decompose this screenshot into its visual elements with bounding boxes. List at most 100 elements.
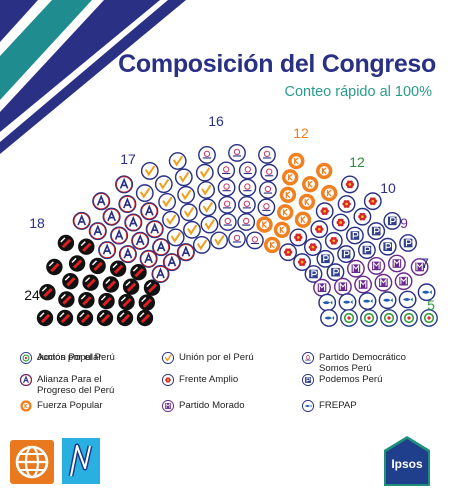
seat-5 (294, 211, 312, 228)
seat-1 (130, 264, 147, 281)
seat-2 (124, 213, 143, 232)
seat-7 (383, 211, 402, 230)
seat-1 (68, 255, 86, 272)
legend-label: Acción Popular (37, 352, 102, 363)
seat-2 (115, 175, 134, 194)
canal-n-logo (62, 438, 100, 484)
seat-10 (420, 309, 438, 327)
seat-7 (357, 241, 376, 260)
seat-8 (354, 275, 373, 294)
seat-1 (102, 276, 120, 293)
seat-10 (340, 309, 358, 327)
seat-1 (109, 260, 127, 277)
seat-1 (46, 258, 63, 276)
seat-3 (168, 152, 187, 170)
seat-2 (152, 238, 171, 257)
seat-3 (192, 235, 211, 254)
legend-label: Fuerza Popular (37, 400, 103, 411)
seat-5 (256, 216, 273, 233)
seat-3 (195, 163, 214, 182)
seat-6 (310, 220, 329, 239)
seat-2 (118, 194, 137, 214)
seat-1 (62, 273, 79, 290)
seat-1 (96, 309, 114, 327)
parliament-chart: 24 18 17 16 12 12 10 9 7 5 (24, 113, 438, 327)
seat-4 (260, 163, 279, 182)
seat-2 (176, 243, 195, 262)
seat-8 (394, 272, 413, 291)
seat-count-label: 17 (120, 151, 136, 167)
seat-1 (76, 309, 94, 327)
seat-10 (380, 309, 398, 327)
seat-4 (198, 145, 216, 164)
seat-7 (316, 249, 335, 268)
seat-1 (138, 294, 155, 311)
seat-3 (197, 181, 216, 199)
seat-1 (57, 234, 75, 252)
seat-count-label: 16 (208, 113, 224, 129)
seat-3 (158, 192, 177, 211)
legend-label: Partido Democrático Somos Perú (319, 352, 406, 374)
legend-label: Alianza Para el Progreso del Perú (37, 374, 115, 396)
seat-9 (318, 293, 337, 312)
seat-4 (218, 195, 237, 214)
seat-2 (139, 249, 158, 268)
sun-logo-icon (302, 352, 314, 364)
seat-9 (358, 292, 377, 311)
seat-count-label: 9 (400, 215, 408, 231)
seat-7 (304, 265, 323, 283)
seat-8 (313, 278, 331, 297)
legend-label: Frente Amplio (179, 374, 239, 385)
legend-label: Unión por el Perú (179, 352, 254, 363)
seat-4 (218, 213, 237, 231)
legend-item: Partido Morado (162, 400, 245, 412)
seat-5 (273, 221, 291, 238)
seat-2 (88, 222, 107, 241)
seat-7 (367, 222, 386, 241)
seat-1 (143, 279, 161, 296)
seat-1 (78, 292, 95, 309)
seat-3 (162, 210, 180, 229)
seat-9 (417, 283, 436, 302)
legend-item: FREPAP (302, 400, 357, 412)
seat-count-label: 5 (427, 297, 435, 313)
seat-10 (400, 309, 418, 327)
seat-1 (98, 292, 115, 310)
legend-item: Partido Democrático Somos Perú (302, 352, 406, 374)
stripe-4 (0, 0, 186, 154)
stripe-3 (0, 0, 160, 132)
seat-3 (154, 175, 173, 194)
seat-5 (264, 236, 281, 254)
seat-9 (378, 291, 397, 310)
seat-3 (183, 220, 201, 239)
seat-4 (258, 181, 277, 199)
seat-3 (198, 198, 217, 217)
seat-3 (177, 185, 196, 204)
seat-8 (333, 277, 352, 296)
legend-label: Podemos Perú (319, 374, 383, 385)
seat-count-label: 12 (293, 125, 309, 141)
seat-6 (289, 228, 308, 247)
chart-title: Composición del Congreso (118, 50, 436, 78)
seat-9 (398, 290, 417, 309)
seat-6 (293, 253, 312, 272)
seat-6 (340, 175, 359, 194)
seat-8 (410, 258, 429, 276)
seat-6 (331, 213, 350, 232)
seat-5 (298, 193, 316, 211)
purple-m-icon (162, 400, 174, 412)
seat-count-label: 7 (421, 255, 429, 271)
seat-8 (346, 259, 365, 278)
legend-item: Frente Amplio (162, 374, 238, 386)
legend: Acción Popular Alianza Para el Progreso d… (20, 348, 460, 418)
seat-1 (89, 257, 106, 275)
seat-3 (174, 168, 193, 187)
seat-7 (337, 245, 356, 264)
legend-item: Alianza Para el Progreso del Perú (20, 374, 114, 396)
seat-6 (303, 238, 322, 257)
seat-7 (378, 237, 397, 256)
seat-2 (92, 192, 111, 211)
seat-4 (237, 213, 256, 231)
check-mark-icon (162, 352, 174, 364)
